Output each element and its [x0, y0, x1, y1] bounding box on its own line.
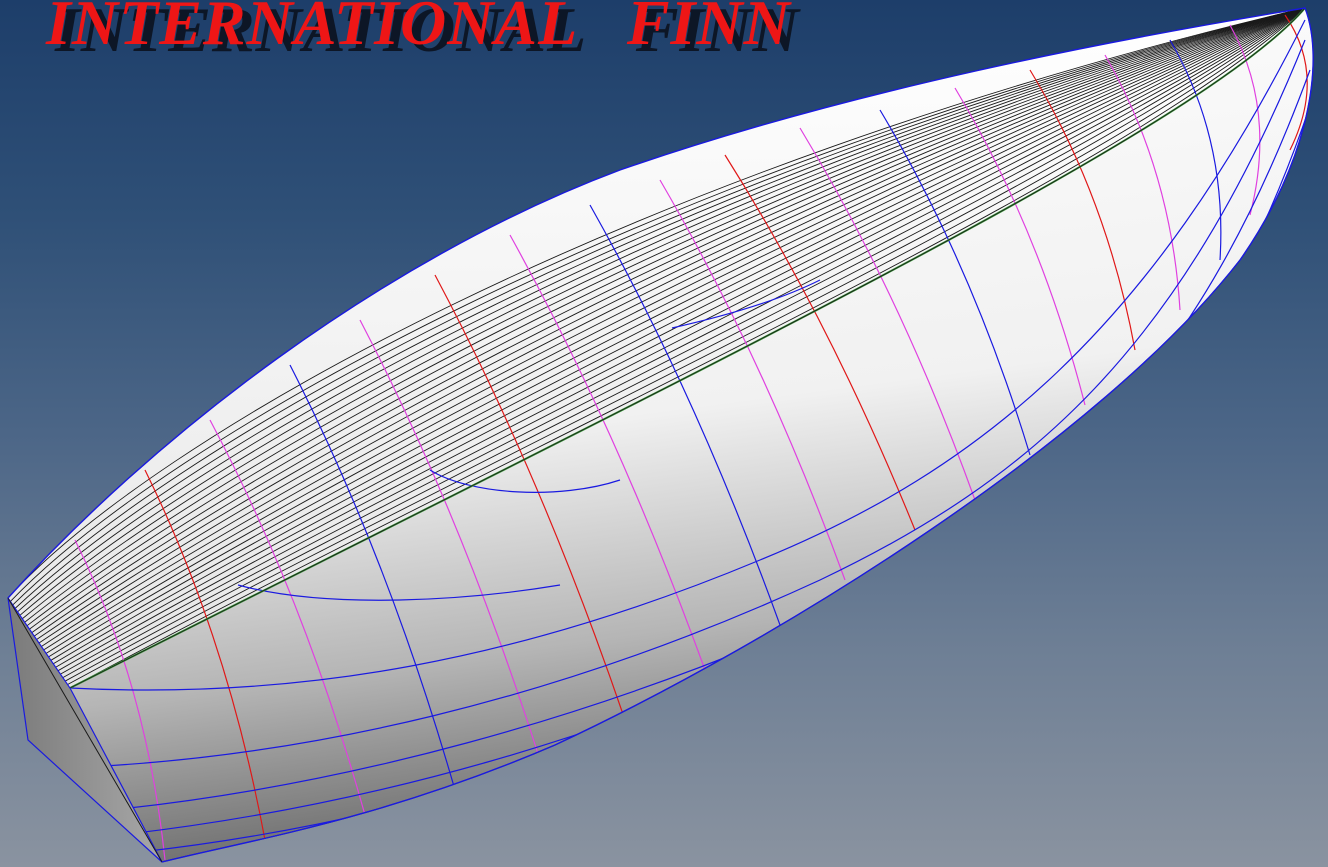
deck-line: [45, 8, 1305, 654]
title-shadow: INTERNATIONAL FINN: [55, 0, 800, 65]
station-line: [1029, 69, 1136, 351]
hull-outline: [7, 7, 1314, 863]
deck-line: [38, 8, 1305, 644]
deck-line: [50, 8, 1305, 661]
deck-line: [17, 8, 1305, 613]
station-line: [1169, 39, 1222, 261]
deck-line: [14, 8, 1305, 609]
deck-line: [60, 8, 1305, 675]
deck-line: [33, 8, 1305, 637]
deck-line: [55, 8, 1305, 668]
deck-line: [19, 8, 1305, 616]
deck-line: [12, 8, 1305, 606]
deck-line: [10, 8, 1305, 602]
deck-line: [26, 8, 1305, 627]
deck-line: [29, 8, 1305, 630]
station-line: [1229, 24, 1261, 216]
deck-surface: [8, 8, 1305, 688]
deck-line: [36, 8, 1305, 640]
deck-line: [41, 8, 1305, 647]
title: INTERNATIONAL FINN: [46, 0, 791, 58]
station-line: [879, 109, 1031, 456]
station-line: [954, 87, 1086, 406]
deck-line: [24, 8, 1305, 623]
station-line: [434, 274, 626, 721]
deck-line: [53, 8, 1305, 665]
station-line: [659, 179, 846, 581]
station-line: [74, 539, 166, 861]
station-line: [209, 419, 366, 816]
station-lines: [74, 14, 1308, 861]
station-line: [509, 234, 706, 671]
deck-line: [65, 8, 1305, 682]
station-line: [144, 469, 266, 841]
deck-line: [43, 8, 1305, 651]
station-line: [724, 154, 916, 531]
deck-line: [31, 8, 1305, 633]
deck-line: [69, 8, 1305, 688]
deck-line: [62, 8, 1305, 679]
station-line: [589, 204, 781, 626]
station-line: [289, 364, 456, 791]
deck-line: [8, 8, 1305, 599]
station-line: [1104, 54, 1181, 311]
station-line: [799, 127, 976, 501]
station-line: [359, 319, 541, 761]
deck-line: [48, 8, 1305, 658]
deck-line: [22, 8, 1305, 620]
